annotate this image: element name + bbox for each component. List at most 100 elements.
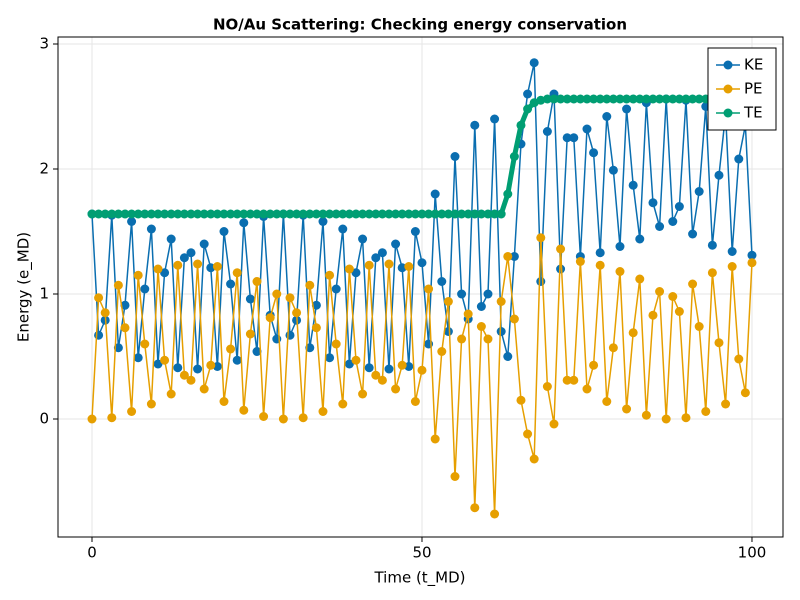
data-point [483,334,493,344]
data-point [523,104,533,114]
data-point [490,114,500,124]
data-point [476,322,486,331]
data-point [173,260,183,270]
data-point [681,94,691,104]
data-point [239,209,249,219]
data-point [470,503,480,513]
data-point [608,165,618,175]
data-point [285,209,295,219]
data-point [470,120,480,130]
data-point [212,209,222,219]
data-point [641,410,651,420]
x-tick-label: 0 [87,544,97,562]
data-point [688,279,698,289]
data-point [516,395,526,405]
data-point [100,209,110,219]
data-point [681,413,691,423]
data-point [344,264,354,274]
legend-marker [723,60,733,70]
data-point [265,209,275,219]
data-point [113,280,123,290]
data-point [285,330,295,340]
data-point [648,94,658,104]
data-point [140,284,150,294]
data-point [107,413,117,423]
data-point [707,240,717,250]
data-point [298,209,308,219]
data-point [166,209,176,219]
data-point [226,209,236,219]
data-point [740,388,750,398]
data-point [496,327,506,336]
data-point [377,248,387,258]
data-point [523,89,533,99]
axes-frame [57,36,784,538]
data-point [127,209,137,219]
legend-marker [723,84,733,94]
data-point [331,209,341,219]
data-point [245,209,255,219]
legend-label: TE [743,104,763,122]
data-point [338,224,348,234]
data-point [219,209,229,219]
data-point [503,252,513,261]
data-point [397,360,407,370]
data-point [351,209,361,219]
data-point [701,407,711,416]
data-point [655,287,665,296]
data-point [410,209,420,219]
data-point [153,264,163,274]
data-point [483,289,493,299]
data-point [674,94,684,104]
data-point [219,397,229,406]
data-point [272,209,282,219]
data-point [113,343,123,353]
data-point [424,284,434,294]
data-point [344,209,354,219]
data-point [490,209,500,219]
data-point [714,170,724,180]
data-point [239,218,249,228]
data-point [410,227,420,236]
data-point [311,323,321,333]
data-point [325,209,335,219]
y-tick-label: 0 [39,410,49,428]
data-point [285,293,295,303]
data-point [595,260,605,270]
data-point [668,217,678,226]
data-point [556,264,566,274]
data-point [384,209,394,219]
data-point [113,209,123,219]
data-point [694,322,704,331]
data-point [655,222,665,231]
data-point [338,209,348,219]
legend-marker [723,108,733,118]
data-point [457,289,467,299]
data-point [457,209,467,219]
data-point [523,429,533,439]
data-point [622,404,632,414]
data-point [384,259,394,269]
data-point [265,313,275,323]
data-point [391,209,401,219]
data-point [338,399,348,409]
data-point [641,94,651,104]
data-point [331,339,341,349]
data-point [186,248,196,258]
data-point [364,260,374,270]
data-point [615,267,625,276]
data-point [404,262,414,271]
data-point [252,209,262,219]
data-point [589,94,599,104]
data-point [364,363,374,373]
data-point [424,209,434,219]
data-point [404,209,414,219]
data-point [509,314,519,324]
y-tick-label: 2 [39,160,49,178]
data-point [318,209,328,219]
data-point [259,209,269,219]
data-point [193,209,203,219]
data-point [206,360,216,370]
data-point [232,209,242,219]
data-point [668,292,678,301]
